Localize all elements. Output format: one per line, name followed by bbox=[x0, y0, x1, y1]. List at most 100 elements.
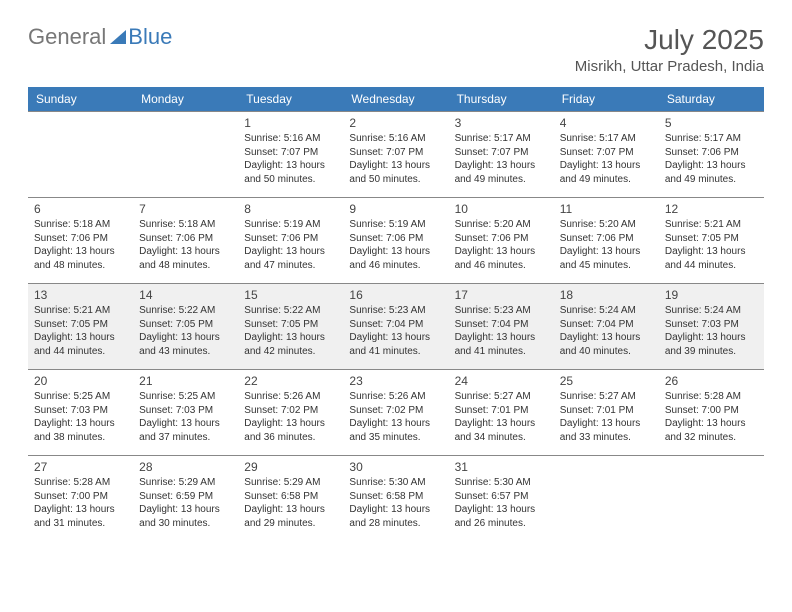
calendar-cell: 11Sunrise: 5:20 AMSunset: 7:06 PMDayligh… bbox=[554, 198, 659, 284]
week-row: 13 Sunrise: 5:21 AMSunset: 7:05 PMDayligh… bbox=[28, 284, 764, 370]
day-info: Sunrise: 5:17 AMSunset: 7:07 PMDaylight:… bbox=[455, 132, 548, 186]
calendar-cell: 20 Sunrise: 5:25 AMSunset: 7:03 PMDayligh… bbox=[28, 370, 133, 456]
day-info: Sunrise: 5:20 AMSunset: 7:06 PMDaylight:… bbox=[455, 218, 548, 272]
calendar-body: 1 Sunrise: 5:16 AMSunset: 7:07 PMDaylight… bbox=[28, 112, 764, 542]
calendar-cell: 18 Sunrise: 5:24 AMSunset: 7:04 PMDayligh… bbox=[554, 284, 659, 370]
day-number: 21 bbox=[139, 374, 232, 388]
day-info: Sunrise: 5:30 AMSunset: 6:58 PMDaylight:… bbox=[349, 476, 442, 530]
day-number: 1 bbox=[244, 116, 337, 130]
day-number: 8 bbox=[244, 202, 337, 216]
calendar-cell: 26Sunrise: 5:28 AMSunset: 7:00 PMDayligh… bbox=[659, 370, 764, 456]
calendar-cell: 15 Sunrise: 5:22 AMSunset: 7:05 PMDayligh… bbox=[238, 284, 343, 370]
day-number: 20 bbox=[34, 374, 127, 388]
day-number: 17 bbox=[455, 288, 548, 302]
day-info: Sunrise: 5:17 AMSunset: 7:06 PMDaylight:… bbox=[665, 132, 758, 186]
day-info: Sunrise: 5:25 AMSunset: 7:03 PMDaylight:… bbox=[139, 390, 232, 444]
day-info: Sunrise: 5:26 AMSunset: 7:02 PMDaylight:… bbox=[244, 390, 337, 444]
day-info: Sunrise: 5:16 AMSunset: 7:07 PMDaylight:… bbox=[349, 132, 442, 186]
day-info: Sunrise: 5:29 AMSunset: 6:58 PMDaylight:… bbox=[244, 476, 337, 530]
location: Misrikh, Uttar Pradesh, India bbox=[575, 58, 764, 75]
day-number: 5 bbox=[665, 116, 758, 130]
day-header-monday: Monday bbox=[133, 87, 238, 112]
day-info: Sunrise: 5:24 AMSunset: 7:04 PMDaylight:… bbox=[560, 304, 653, 358]
calendar-cell: 7 Sunrise: 5:18 AMSunset: 7:06 PMDaylight… bbox=[133, 198, 238, 284]
day-info: Sunrise: 5:16 AMSunset: 7:07 PMDaylight:… bbox=[244, 132, 337, 186]
day-number: 14 bbox=[139, 288, 232, 302]
day-header-wednesday: Wednesday bbox=[343, 87, 448, 112]
calendar-cell: 13 Sunrise: 5:21 AMSunset: 7:05 PMDayligh… bbox=[28, 284, 133, 370]
title-block: July 2025 Misrikh, Uttar Pradesh, India bbox=[575, 24, 764, 75]
calendar: SundayMondayTuesdayWednesdayThursdayFrid… bbox=[28, 87, 764, 542]
day-number: 18 bbox=[560, 288, 653, 302]
logo: General Blue bbox=[28, 24, 172, 50]
day-header-thursday: Thursday bbox=[449, 87, 554, 112]
day-info: Sunrise: 5:19 AMSunset: 7:06 PMDaylight:… bbox=[349, 218, 442, 272]
day-info: Sunrise: 5:26 AMSunset: 7:02 PMDaylight:… bbox=[349, 390, 442, 444]
day-info: Sunrise: 5:22 AMSunset: 7:05 PMDaylight:… bbox=[139, 304, 232, 358]
day-number: 19 bbox=[665, 288, 758, 302]
day-number: 24 bbox=[455, 374, 548, 388]
calendar-cell: 6 Sunrise: 5:18 AMSunset: 7:06 PMDaylight… bbox=[28, 198, 133, 284]
calendar-cell: 5 Sunrise: 5:17 AMSunset: 7:06 PMDaylight… bbox=[659, 112, 764, 198]
day-number: 25 bbox=[560, 374, 653, 388]
day-number: 10 bbox=[455, 202, 548, 216]
day-info: Sunrise: 5:30 AMSunset: 6:57 PMDaylight:… bbox=[455, 476, 548, 530]
day-header-sunday: Sunday bbox=[28, 87, 133, 112]
day-number: 15 bbox=[244, 288, 337, 302]
day-number: 7 bbox=[139, 202, 232, 216]
calendar-cell bbox=[28, 112, 133, 198]
calendar-cell: 8 Sunrise: 5:19 AMSunset: 7:06 PMDaylight… bbox=[238, 198, 343, 284]
day-number: 27 bbox=[34, 460, 127, 474]
calendar-cell: 17Sunrise: 5:23 AMSunset: 7:04 PMDayligh… bbox=[449, 284, 554, 370]
day-number: 2 bbox=[349, 116, 442, 130]
day-info: Sunrise: 5:18 AMSunset: 7:06 PMDaylight:… bbox=[34, 218, 127, 272]
calendar-cell: 2 Sunrise: 5:16 AMSunset: 7:07 PMDaylight… bbox=[343, 112, 448, 198]
day-header-row: SundayMondayTuesdayWednesdayThursdayFrid… bbox=[28, 87, 764, 112]
logo-triangle-icon bbox=[110, 30, 126, 44]
day-number: 23 bbox=[349, 374, 442, 388]
day-info: Sunrise: 5:24 AMSunset: 7:03 PMDaylight:… bbox=[665, 304, 758, 358]
week-row: 27Sunrise: 5:28 AMSunset: 7:00 PMDayligh… bbox=[28, 456, 764, 542]
calendar-cell: 19 Sunrise: 5:24 AMSunset: 7:03 PMDayligh… bbox=[659, 284, 764, 370]
calendar-cell: 9 Sunrise: 5:19 AMSunset: 7:06 PMDaylight… bbox=[343, 198, 448, 284]
day-info: Sunrise: 5:19 AMSunset: 7:06 PMDaylight:… bbox=[244, 218, 337, 272]
week-row: 6 Sunrise: 5:18 AMSunset: 7:06 PMDaylight… bbox=[28, 198, 764, 284]
calendar-cell: 24 Sunrise: 5:27 AMSunset: 7:01 PMDayligh… bbox=[449, 370, 554, 456]
day-number: 9 bbox=[349, 202, 442, 216]
calendar-cell: 31Sunrise: 5:30 AMSunset: 6:57 PMDayligh… bbox=[449, 456, 554, 542]
day-number: 13 bbox=[34, 288, 127, 302]
day-header-tuesday: Tuesday bbox=[238, 87, 343, 112]
calendar-cell bbox=[554, 456, 659, 542]
day-info: Sunrise: 5:25 AMSunset: 7:03 PMDaylight:… bbox=[34, 390, 127, 444]
calendar-cell: 28Sunrise: 5:29 AMSunset: 6:59 PMDayligh… bbox=[133, 456, 238, 542]
week-row: 20 Sunrise: 5:25 AMSunset: 7:03 PMDayligh… bbox=[28, 370, 764, 456]
day-number: 4 bbox=[560, 116, 653, 130]
week-row: 1 Sunrise: 5:16 AMSunset: 7:07 PMDaylight… bbox=[28, 112, 764, 198]
logo-blue: Blue bbox=[128, 24, 172, 50]
day-header-friday: Friday bbox=[554, 87, 659, 112]
day-info: Sunrise: 5:21 AMSunset: 7:05 PMDaylight:… bbox=[34, 304, 127, 358]
day-info: Sunrise: 5:18 AMSunset: 7:06 PMDaylight:… bbox=[139, 218, 232, 272]
calendar-cell: 27Sunrise: 5:28 AMSunset: 7:00 PMDayligh… bbox=[28, 456, 133, 542]
calendar-cell: 22Sunrise: 5:26 AMSunset: 7:02 PMDayligh… bbox=[238, 370, 343, 456]
header: General Blue July 2025 Misrikh, Uttar Pr… bbox=[28, 24, 764, 75]
day-info: Sunrise: 5:22 AMSunset: 7:05 PMDaylight:… bbox=[244, 304, 337, 358]
day-number: 30 bbox=[349, 460, 442, 474]
calendar-cell bbox=[133, 112, 238, 198]
calendar-cell bbox=[659, 456, 764, 542]
month-title: July 2025 bbox=[575, 24, 764, 56]
day-number: 11 bbox=[560, 202, 653, 216]
day-number: 3 bbox=[455, 116, 548, 130]
day-number: 6 bbox=[34, 202, 127, 216]
calendar-cell: 10 Sunrise: 5:20 AMSunset: 7:06 PMDayligh… bbox=[449, 198, 554, 284]
calendar-cell: 14 Sunrise: 5:22 AMSunset: 7:05 PMDayligh… bbox=[133, 284, 238, 370]
calendar-cell: 1 Sunrise: 5:16 AMSunset: 7:07 PMDaylight… bbox=[238, 112, 343, 198]
calendar-cell: 23 Sunrise: 5:26 AMSunset: 7:02 PMDayligh… bbox=[343, 370, 448, 456]
calendar-cell: 30 Sunrise: 5:30 AMSunset: 6:58 PMDayligh… bbox=[343, 456, 448, 542]
day-number: 29 bbox=[244, 460, 337, 474]
calendar-cell: 3 Sunrise: 5:17 AMSunset: 7:07 PMDaylight… bbox=[449, 112, 554, 198]
day-info: Sunrise: 5:21 AMSunset: 7:05 PMDaylight:… bbox=[665, 218, 758, 272]
day-info: Sunrise: 5:27 AMSunset: 7:01 PMDaylight:… bbox=[560, 390, 653, 444]
day-info: Sunrise: 5:27 AMSunset: 7:01 PMDaylight:… bbox=[455, 390, 548, 444]
day-info: Sunrise: 5:28 AMSunset: 7:00 PMDaylight:… bbox=[665, 390, 758, 444]
